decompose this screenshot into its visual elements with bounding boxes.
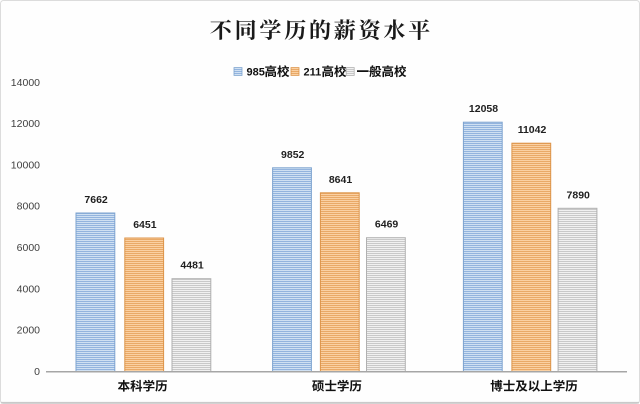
svg-text:4000: 4000 xyxy=(17,283,41,295)
svg-text:6000: 6000 xyxy=(17,242,41,254)
svg-text:7890: 7890 xyxy=(567,189,591,201)
svg-text:11042: 11042 xyxy=(518,124,547,136)
svg-text:6451: 6451 xyxy=(133,219,157,231)
svg-text:0: 0 xyxy=(34,366,40,378)
svg-text:12058: 12058 xyxy=(469,103,498,115)
svg-text:2000: 2000 xyxy=(17,325,41,337)
svg-text:8000: 8000 xyxy=(17,201,41,213)
svg-text:12000: 12000 xyxy=(11,118,40,130)
svg-text:4481: 4481 xyxy=(180,260,204,272)
svg-text:8641: 8641 xyxy=(329,174,353,186)
svg-text:7662: 7662 xyxy=(84,194,108,206)
svg-text:9852: 9852 xyxy=(281,149,305,161)
svg-text:211: 211 xyxy=(304,67,322,79)
svg-text:10000: 10000 xyxy=(11,159,40,171)
svg-text:6469: 6469 xyxy=(375,219,399,231)
svg-text:14000: 14000 xyxy=(11,77,40,89)
svg-text:985: 985 xyxy=(247,67,265,79)
